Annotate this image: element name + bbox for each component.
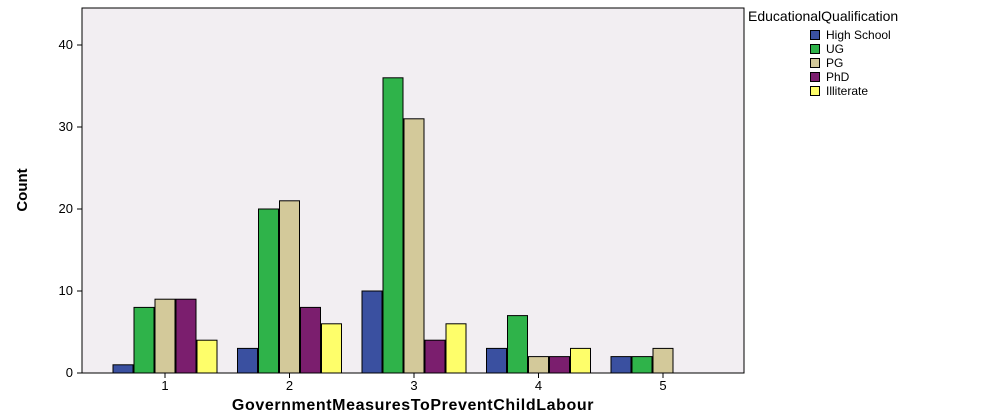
legend-swatch (810, 58, 820, 68)
x-tick-label: 3 (410, 378, 417, 393)
bar-ug-4 (507, 315, 528, 374)
x-axis-title: GovernmentMeasuresToPreventChildLabour (232, 397, 594, 414)
bar-pg-3 (403, 118, 425, 374)
legend-label: Illiterate (826, 84, 869, 98)
bar-high-school-3 (361, 290, 383, 374)
bar-ug-1 (133, 306, 155, 374)
bar-pg-2 (279, 200, 300, 374)
legend-swatch (810, 72, 820, 82)
legend: EducationalQualification High School UG PG… (748, 8, 898, 98)
legend-item: PG (810, 56, 898, 70)
bar-illiterate-3 (445, 323, 467, 374)
y-axis-title: Count (14, 168, 31, 211)
bar-illiterate-4 (570, 347, 591, 374)
legend-swatch (810, 86, 820, 96)
y-tick-label: 40 (59, 37, 73, 52)
y-tick-label: 20 (59, 201, 73, 216)
x-tick-label: 5 (659, 378, 666, 393)
bar-phd-2 (300, 306, 321, 374)
bar-ug-5 (631, 356, 653, 374)
y-axis: 0 10 20 30 40 (59, 37, 82, 380)
bar-pg-4 (528, 356, 549, 374)
legend-label: PhD (826, 70, 850, 84)
legend-label: High School (826, 28, 891, 42)
bar-pg-1 (154, 298, 176, 374)
bar-phd-3 (424, 339, 446, 374)
bar-illiterate-2 (321, 323, 342, 374)
bar-high-school-1 (112, 364, 134, 374)
x-tick-label: 1 (161, 378, 168, 393)
bars-group (112, 77, 674, 374)
x-tick-label: 2 (286, 378, 293, 393)
legend-swatch (810, 44, 820, 54)
legend-label: PG (826, 56, 844, 70)
bar-phd-4 (549, 356, 570, 374)
x-tick-label: 4 (535, 378, 542, 393)
bar-high-school-2 (237, 347, 258, 374)
bar-phd-1 (175, 298, 197, 374)
legend-item: UG (810, 42, 898, 56)
y-tick-label: 30 (59, 119, 73, 134)
bar-ug-2 (258, 208, 279, 374)
legend-label: UG (826, 42, 844, 56)
bar-high-school-4 (486, 347, 507, 374)
y-tick-label: 0 (66, 365, 73, 380)
legend-item: PhD (810, 70, 898, 84)
y-tick-label: 10 (59, 283, 73, 298)
legend-swatch (810, 30, 820, 40)
legend-item: High School (810, 28, 898, 42)
legend-item: Illiterate (810, 84, 898, 98)
bar-pg-5 (652, 347, 674, 374)
bar-high-school-5 (610, 356, 632, 374)
bar-illiterate-1 (196, 339, 218, 374)
legend-title: EducationalQualification (748, 8, 899, 24)
x-axis: 1 2 3 4 5 (161, 373, 667, 393)
bar-ug-3 (382, 77, 404, 374)
legend-items: High School UG PG PhD Illiterate (748, 28, 898, 98)
